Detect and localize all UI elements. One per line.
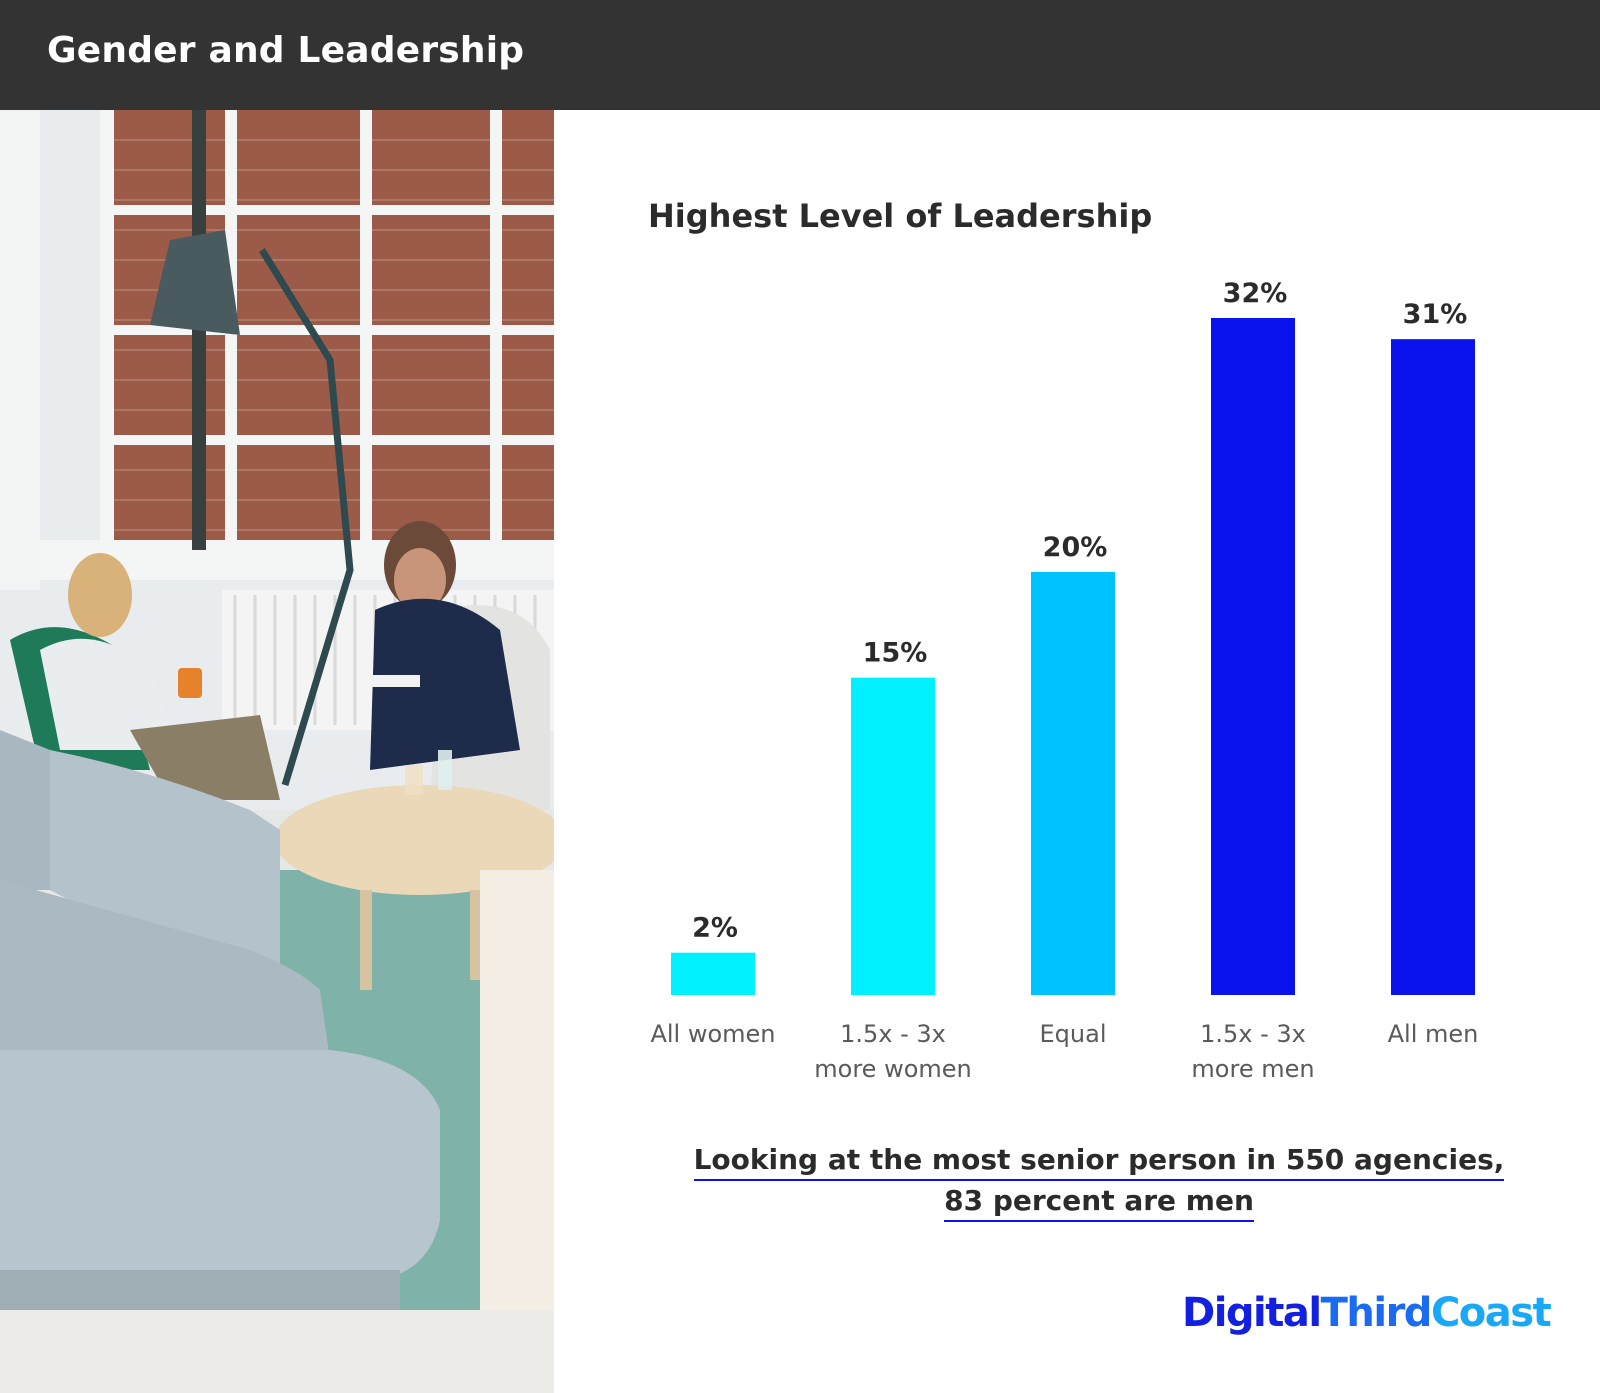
caption-line-2-text: 83 percent are men: [944, 1184, 1254, 1222]
bar-0: [671, 952, 755, 995]
caption-line-2: 83 percent are men: [644, 1184, 1554, 1222]
office-meeting-photo: [0, 110, 554, 1393]
header-bar: Gender and Leadership: [0, 0, 1600, 110]
category-label-2: Equal: [1040, 1020, 1107, 1048]
bar-value-label-1: 15%: [863, 638, 928, 669]
bar-3: [1211, 318, 1295, 995]
bar-value-label-2: 20%: [1043, 532, 1108, 563]
bar-value-label-3: 32%: [1223, 278, 1288, 309]
category-label-4: All men: [1388, 1020, 1479, 1048]
bar-value-label-0: 2%: [692, 913, 738, 944]
category-label-3: 1.5x - 3x more men: [1191, 1020, 1314, 1083]
bar-chart: 2% All women 15% 1.5x - 3x more women 20% Equa…: [650, 278, 1479, 1083]
page-title: Gender and Leadership: [47, 30, 525, 71]
brand-coast: Coast: [1430, 1290, 1552, 1336]
brand-logo: DigitalThirdCoast: [1182, 1290, 1552, 1336]
caption-line-1-text: Looking at the most senior person in 550…: [693, 1143, 1505, 1181]
brand-digital: Digital: [1182, 1290, 1322, 1336]
chart-title: Highest Level of Leadership: [648, 197, 1153, 235]
caption-line-1: Looking at the most senior person in 550…: [644, 1143, 1554, 1181]
chart-area: Highest Level of Leadership 2% All women 1…: [554, 110, 1600, 1393]
bar-value-label-4: 31%: [1403, 299, 1468, 330]
bar-4: [1391, 339, 1475, 995]
category-label-1: 1.5x - 3x more women: [814, 1020, 971, 1083]
bar-2: [1031, 571, 1115, 995]
brand-third: Third: [1320, 1290, 1433, 1336]
category-label-0: All women: [650, 1020, 775, 1048]
bar-1: [851, 677, 935, 995]
